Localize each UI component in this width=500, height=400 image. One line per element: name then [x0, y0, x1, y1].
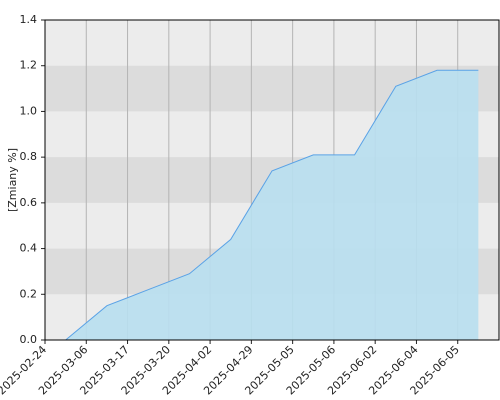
- y-tick-label: 1.2: [20, 59, 38, 72]
- plot-frame: [44, 19, 500, 341]
- y-tick-label: 0.8: [20, 150, 38, 163]
- area: [65, 70, 479, 341]
- y-tick-label: 0.4: [20, 242, 38, 255]
- y-tick-label: 0.0: [20, 333, 38, 346]
- y-tick-label: 0.6: [20, 196, 38, 209]
- y-tick-label: 1.0: [20, 104, 38, 117]
- y-tick-label: 0.2: [20, 287, 38, 300]
- y-axis-label: [Zmiany %]: [6, 148, 19, 212]
- y-tick-label: 1.4: [20, 13, 38, 26]
- line: [65, 69, 479, 341]
